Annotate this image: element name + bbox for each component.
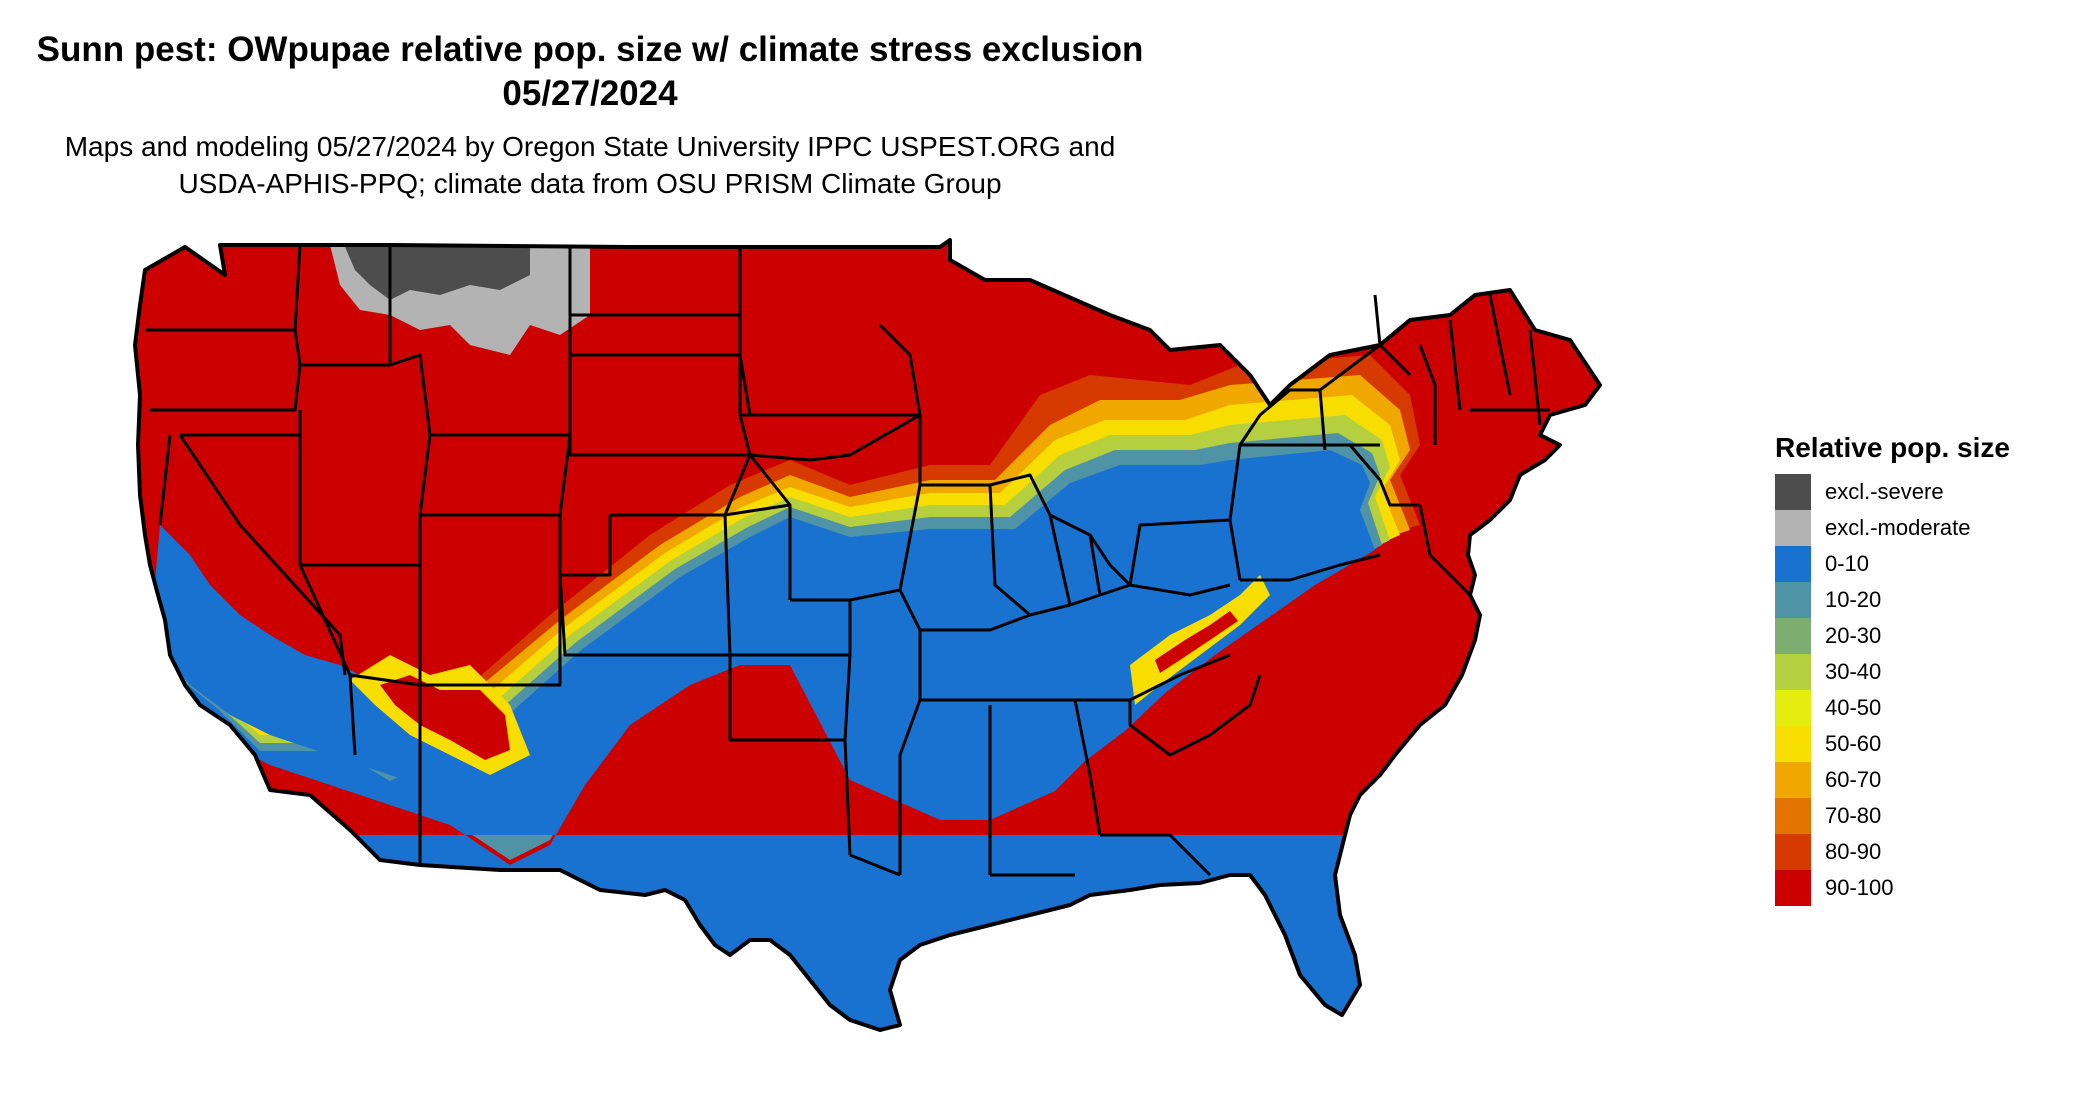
legend-label: 10-20 — [1825, 587, 1882, 612]
legend-item: 20-30 — [1775, 618, 2010, 654]
zone-high-southwest — [380, 675, 510, 760]
legend-label: 60-70 — [1825, 767, 1882, 792]
legend-swatch — [1775, 690, 1811, 726]
legend-item: 80-90 — [1775, 834, 2010, 870]
legend-swatch — [1775, 510, 1811, 546]
legend-item: 90-100 — [1775, 870, 2010, 906]
legend-item: 0-10 — [1775, 546, 2010, 582]
legend-item: 70-80 — [1775, 798, 2010, 834]
legend-item: 40-50 — [1775, 690, 2010, 726]
legend-label: 50-60 — [1825, 731, 1882, 756]
legend-swatch — [1775, 834, 1811, 870]
legend-swatch — [1775, 726, 1811, 762]
legend-label: excl.-severe — [1825, 479, 1944, 504]
legend: Relative pop. size excl.-severe excl.-mod… — [1775, 432, 2010, 906]
zone-high-appalachia — [1155, 611, 1238, 673]
legend-title: Relative pop. size — [1775, 432, 2010, 463]
legend-label: 90-100 — [1825, 875, 1894, 900]
legend-item: 10-20 — [1775, 582, 2010, 618]
state-boundary-lines — [145, 244, 1550, 877]
legend-label: 0-10 — [1825, 551, 1870, 576]
map-subtitle: Maps and modeling 05/27/2024 by Oregon S… — [0, 128, 1180, 202]
legend-item: excl.-severe — [1775, 474, 2010, 510]
title-line-1: Sunn pest: OWpupae relative pop. size w/… — [36, 30, 1144, 69]
legend-item: 60-70 — [1775, 762, 2010, 798]
map-title: Sunn pest: OWpupae relative pop. size w/… — [0, 28, 1180, 116]
legend-swatch — [1775, 618, 1811, 654]
legend-swatch — [1775, 654, 1811, 690]
legend-swatch — [1775, 546, 1811, 582]
legend-items: excl.-severe excl.-moderate 0-10 10-20 20-30… — [1775, 474, 2010, 906]
legend-label: 30-40 — [1825, 659, 1882, 684]
legend-label: 70-80 — [1825, 803, 1882, 828]
legend-label: 20-30 — [1825, 623, 1882, 648]
legend-label: excl.-moderate — [1825, 515, 1971, 540]
legend-swatch — [1775, 582, 1811, 618]
zone-low-west — [152, 525, 470, 795]
legend-swatch — [1775, 474, 1811, 510]
legend-label: 80-90 — [1825, 839, 1882, 864]
state-boundaries — [145, 244, 1550, 877]
legend-swatch — [1775, 870, 1811, 906]
us-map — [133, 238, 1602, 1032]
legend-item: excl.-moderate — [1775, 510, 2010, 546]
subtitle-line-2: USDA-APHIS-PPQ; climate data from OSU PR… — [178, 168, 1002, 199]
subtitle-line-1: Maps and modeling 05/27/2024 by Oregon S… — [64, 131, 1116, 162]
legend-item: 50-60 — [1775, 726, 2010, 762]
title-line-2: 05/27/2024 — [502, 74, 678, 113]
legend-label: 40-50 — [1825, 695, 1882, 720]
legend-swatch — [1775, 798, 1811, 834]
legend-swatch — [1775, 762, 1811, 798]
legend-item: 30-40 — [1775, 654, 2010, 690]
